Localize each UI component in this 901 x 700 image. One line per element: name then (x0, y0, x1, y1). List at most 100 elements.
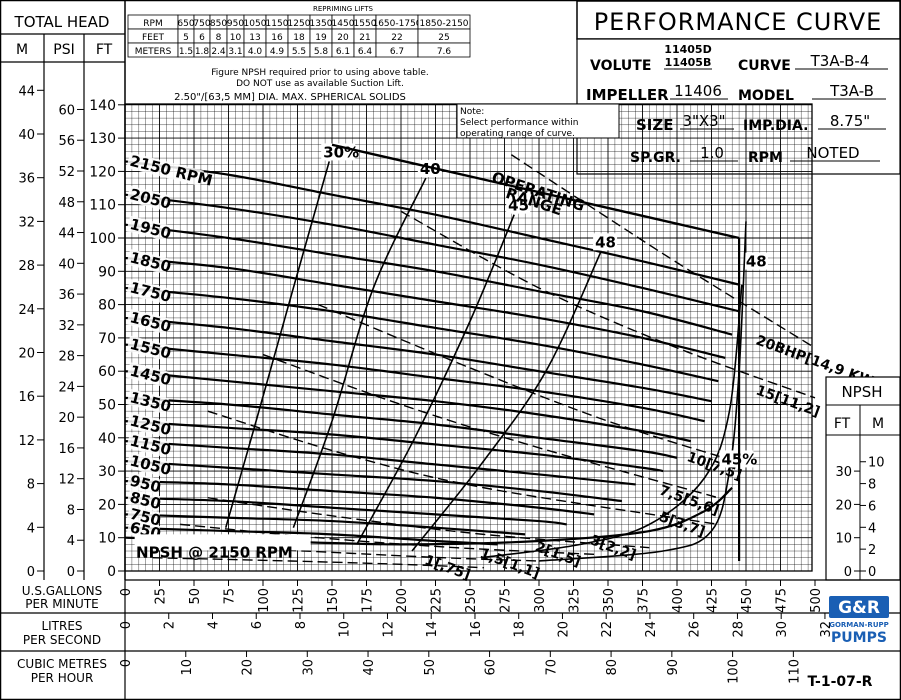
head-curve (124, 396, 678, 459)
repriming-row-label: METERS (135, 47, 172, 57)
x-lps-tick-label: 10 (338, 621, 353, 638)
x-m3h-tick-label: 20 (241, 659, 256, 676)
repriming-cell: 20 (337, 33, 349, 43)
npsh-ft-tick-label: 0 (844, 565, 852, 580)
y-ft-tick-label: 130 (89, 131, 116, 147)
head-curve (124, 223, 733, 336)
head-curve (124, 193, 740, 313)
lps-label-1: LITRES (41, 619, 82, 633)
x-lps-tick-label: 20 (556, 621, 571, 638)
rpm-value: NOTED (806, 144, 859, 162)
x-m3h-tick-label: 110 (787, 659, 802, 684)
repriming-cell: 1450 (332, 19, 355, 29)
repriming-cell: 1050 (244, 19, 267, 29)
npsh-ft-tick-label: 30 (835, 465, 852, 480)
x-gpm-tick-label: 475 (775, 588, 790, 613)
curve-value: T3A-B-4 (810, 52, 870, 70)
y-m-tick-label: 0 (27, 565, 35, 580)
y-psi-tick-label: 28 (58, 350, 75, 365)
y-m-tick-label: 40 (18, 128, 35, 143)
y-psi-tick-label: 40 (58, 257, 75, 272)
y-ft-tick-label: 110 (89, 198, 116, 214)
repriming-cell: 8 (216, 33, 222, 43)
power-curve (317, 303, 747, 466)
m3h-label-1: CUBIC METRES (17, 657, 107, 671)
repriming-cell: 1250 (288, 19, 311, 29)
x-gpm-tick-label: 325 (568, 588, 583, 613)
efficiency-curve (292, 177, 427, 528)
y-psi-tick-label: 4 (67, 534, 75, 549)
x-gpm-tick-label: 450 (740, 588, 755, 613)
bottom-axes: U.S.GALLONS PER MINUTE LITRES PER SECOND… (1, 579, 900, 699)
x-lps-tick-label: 16 (469, 621, 484, 638)
repriming-cell: 1850-2150 (419, 19, 468, 29)
x-gpm-tick-label: 375 (637, 588, 652, 613)
npsh-m-tick-label: 8 (868, 478, 876, 493)
y-ft-tick-label: 60 (98, 364, 116, 380)
repriming-cell: 4.0 (248, 47, 263, 57)
y-psi-tick-label: 0 (67, 565, 75, 580)
y-psi-tick-label: 52 (58, 165, 75, 180)
gpm-label-2: PER MINUTE (25, 597, 99, 611)
repriming-title: REPRIMING LIFTS (313, 5, 374, 13)
x-gpm-tick-label: 175 (361, 588, 376, 613)
ft-column-label: FT (96, 42, 113, 58)
repriming-cell: 10 (230, 33, 242, 43)
npsh-m-tick-label: 6 (868, 499, 876, 514)
npsh-title: NPSH (841, 383, 882, 401)
x-gpm-tick-label: 275 (499, 588, 514, 613)
head-curve (124, 496, 567, 526)
x-gpm-tick-label: 150 (326, 588, 341, 613)
head-curves: 2150 RPM20501950185017501650155014501350… (124, 152, 740, 546)
repriming-cell: 5.5 (292, 47, 306, 57)
x-gpm-tick-label: 25 (154, 588, 169, 605)
power-curve (511, 154, 816, 349)
efficiency-curve (480, 284, 743, 559)
repriming-row-label: FEET (142, 33, 165, 43)
x-m3h-tick-label: 90 (666, 659, 681, 676)
x-m3h-tick-label: 40 (362, 659, 377, 676)
y-ft-tick-label: 90 (98, 264, 116, 280)
head-curve (124, 440, 636, 486)
npsh-curve-label: NPSH @ 2150 RPM (136, 544, 293, 562)
x-lps-tick-label: 26 (688, 621, 703, 638)
size-value: 3"X3" (682, 112, 725, 130)
y-ft-tick-label: 0 (107, 564, 116, 580)
grid (124, 103, 813, 572)
note-box: Note: Select performance within operatin… (456, 103, 620, 139)
power-curve (262, 353, 719, 499)
y-ft-tick-label: 10 (98, 531, 116, 547)
npsh-m-tick-label: 2 (868, 543, 876, 558)
npsh-m-tick-label: 4 (868, 521, 876, 536)
repriming-cell: 25 (438, 33, 449, 43)
brand-logo-text: G&R (838, 598, 880, 618)
gpm-label-1: U.S.GALLONS (22, 584, 103, 598)
repriming-cell: 950 (227, 19, 244, 29)
repriming-cell: 6.1 (336, 47, 350, 57)
document-id: T-1-07-R (808, 674, 873, 690)
head-curve (124, 513, 526, 536)
npsh-m-tick-label: 0 (868, 565, 876, 580)
repriming-cell: 5.8 (314, 47, 329, 57)
x-lps-tick-label: 24 (644, 621, 659, 638)
efficiency-curve (411, 250, 602, 552)
lps-label-2: PER SECOND (23, 633, 101, 647)
repriming-cell: 1350 (310, 19, 333, 29)
repriming-cell: 13 (249, 33, 260, 43)
solids-note: 2.50"/[63,5 MM] DIA. MAX. SPHERICAL SOLI… (174, 92, 406, 103)
efficiency-curve (224, 161, 331, 528)
volute-value-1: 11405D (664, 43, 711, 56)
efficiency-curve-label: 40 (420, 160, 441, 178)
x-m3h-tick-label: 100 (727, 659, 742, 684)
volute-label: VOLUTE (590, 58, 651, 74)
y-ft-tick-label: 80 (98, 298, 116, 314)
note-line-3: operating range of curve. (460, 129, 575, 139)
power-curve (152, 556, 484, 569)
x-m3h-tick-label: 0 (119, 659, 134, 667)
note-line-2: Select performance within (460, 118, 578, 128)
head-curve (124, 256, 726, 359)
npsh-ft-tick-label: 10 (835, 532, 852, 547)
y-m-tick-label: 8 (27, 478, 35, 493)
plot-area: 0102030405060708090100110120130140048121… (18, 84, 881, 583)
efficiency-curve (356, 214, 515, 545)
